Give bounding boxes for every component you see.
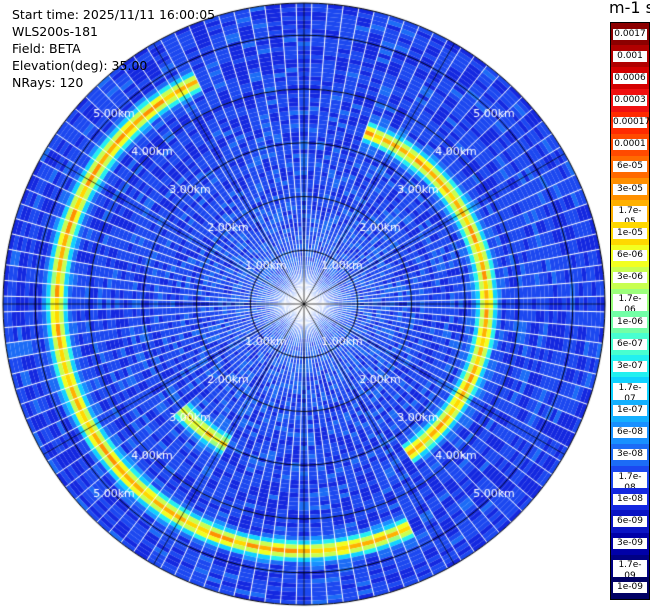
colorbar-tick-label: 1.7e-08 bbox=[613, 471, 647, 494]
colorbar-tick-label: 1e-07 bbox=[613, 405, 647, 417]
colorbar-tick-label: 6e-09 bbox=[613, 515, 647, 527]
colorbar-segment: 6e-05 bbox=[611, 155, 649, 179]
field-name: Field: BETA bbox=[12, 41, 81, 56]
colorbar-segment: 1e-08 bbox=[611, 488, 649, 511]
colorbar-segment: 1e-09 bbox=[611, 576, 649, 600]
colorbar-segment: 1.7e-08 bbox=[611, 466, 649, 494]
colorbar-segment: 6e-06 bbox=[611, 244, 649, 268]
colorbar-tick-label: 0.0017 bbox=[613, 28, 647, 40]
colorbar-tick-label: 1e-05 bbox=[613, 227, 647, 239]
colorbar-tick-label: 0.001 bbox=[613, 50, 647, 62]
colorbar-segment: 3e-08 bbox=[611, 443, 649, 467]
colorbar-segment: 1e-07 bbox=[611, 399, 649, 423]
colorbar-tick-label: 1e-09 bbox=[613, 582, 647, 594]
start-time: Start time: 2025/11/11 16:00:05 bbox=[12, 7, 216, 22]
colorbar-segment: 6e-07 bbox=[611, 333, 649, 356]
instrument-name: WLS200s-181 bbox=[12, 24, 98, 39]
colorbar-tick-label: 0.0006 bbox=[613, 72, 647, 84]
colorbar-segment: 0.0017 bbox=[611, 23, 649, 46]
ppi-plot bbox=[0, 0, 610, 610]
colorbar-tick-label: 0.0003 bbox=[613, 95, 647, 107]
colorbar-tick-label: 3e-05 bbox=[613, 183, 647, 195]
colorbar-segment: 6e-09 bbox=[611, 510, 649, 534]
colorbar-tick-label: 0.0001 bbox=[613, 139, 647, 151]
colorbar: 0.0017 0.001 0.0006 0.0003 0.00017 0.0001 6e-0… bbox=[610, 22, 650, 600]
nrays-value: NRays: 120 bbox=[12, 75, 84, 90]
colorbar-segment: 3e-06 bbox=[611, 266, 649, 290]
colorbar-tick-label: 3e-06 bbox=[613, 272, 647, 284]
colorbar-segment: 1e-06 bbox=[611, 311, 649, 334]
colorbar-tick-label: 1e-08 bbox=[613, 493, 647, 505]
colorbar-tick-label: 6e-05 bbox=[613, 161, 647, 173]
colorbar-segment: 0.0001 bbox=[611, 133, 649, 157]
colorbar-tick-label: 1.7e-09 bbox=[613, 560, 647, 583]
colorbar-tick-label: 3e-08 bbox=[613, 449, 647, 461]
colorbar-segment: 0.0006 bbox=[611, 67, 649, 90]
colorbar-segment: 3e-07 bbox=[611, 355, 649, 378]
colorbar-segment: 3e-05 bbox=[611, 178, 649, 201]
colorbar-segment: 6e-08 bbox=[611, 421, 649, 445]
colorbar-segment: 1.7e-06 bbox=[611, 288, 649, 317]
colorbar-tick-label: 1.7e-05 bbox=[613, 205, 647, 228]
colorbar-tick-label: 3e-09 bbox=[613, 538, 647, 550]
colorbar-tick-label: 6e-07 bbox=[613, 338, 647, 350]
colorbar-segment: 0.0003 bbox=[611, 89, 649, 113]
colorbar-segment: 0.001 bbox=[611, 45, 649, 68]
colorbar-tick-label: 1.7e-06 bbox=[613, 294, 647, 317]
colorbar-title: m-1 sr-1 bbox=[609, 0, 650, 17]
colorbar-segment: 3e-09 bbox=[611, 532, 649, 556]
colorbar-tick-label: 3e-07 bbox=[613, 360, 647, 372]
colorbar-tick-label: 6e-08 bbox=[613, 427, 647, 439]
colorbar-segment: 1.7e-09 bbox=[611, 554, 649, 583]
elevation-value: Elevation(deg): 35.00 bbox=[12, 58, 148, 73]
scan-info: Start time: 2025/11/11 16:00:05 WLS200s-… bbox=[12, 6, 215, 91]
colorbar-tick-label: 6e-06 bbox=[613, 250, 647, 262]
colorbar-segment: 1.7e-07 bbox=[611, 377, 649, 406]
colorbar-tick-label: 1.7e-07 bbox=[613, 383, 647, 406]
colorbar-tick-label: 0.00017 bbox=[613, 117, 650, 129]
colorbar-tick-label: 1e-06 bbox=[613, 316, 647, 328]
colorbar-segment: 1.7e-05 bbox=[611, 200, 649, 228]
colorbar-segment: 0.00017 bbox=[611, 111, 650, 135]
colorbar-segment: 1e-05 bbox=[611, 222, 649, 246]
